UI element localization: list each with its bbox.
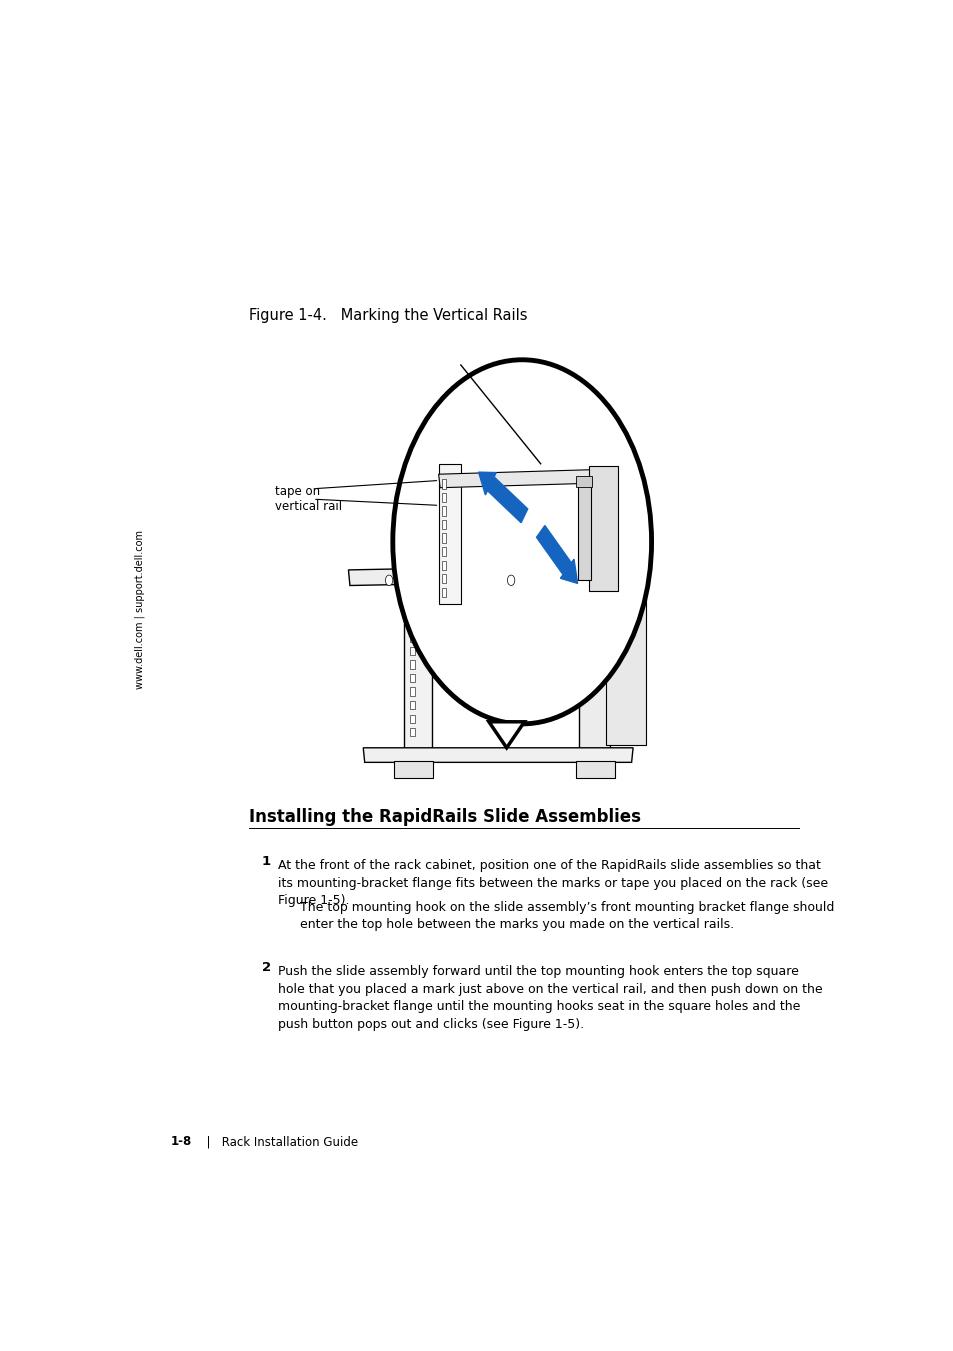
Bar <box>576 762 614 778</box>
Bar <box>441 561 446 570</box>
Circle shape <box>593 644 598 653</box>
Circle shape <box>593 621 598 630</box>
Bar <box>441 507 446 516</box>
Bar <box>394 762 433 778</box>
Circle shape <box>613 594 623 608</box>
Bar <box>410 674 415 682</box>
Bar <box>410 634 415 642</box>
FancyArrow shape <box>478 471 527 523</box>
Text: At the front of the rack cabinet, position one of the RapidRails slide assemblie: At the front of the rack cabinet, positi… <box>278 859 827 907</box>
Circle shape <box>613 635 623 650</box>
Text: Push the slide assembly forward until the top mounting hook enters the top squar: Push the slide assembly forward until th… <box>278 965 822 1031</box>
Bar <box>438 463 460 604</box>
Bar <box>577 481 590 581</box>
Bar <box>605 594 646 744</box>
Text: 1-8: 1-8 <box>171 1135 193 1148</box>
Bar <box>576 477 592 486</box>
Text: The top mounting hook on the slide assembly’s front mounting bracket flange shou: The top mounting hook on the slide assem… <box>300 901 834 931</box>
Bar <box>441 547 446 557</box>
Bar <box>578 589 610 750</box>
Polygon shape <box>438 469 616 488</box>
FancyArrow shape <box>536 526 577 584</box>
Bar <box>403 589 432 750</box>
Text: |   Rack Installation Guide: | Rack Installation Guide <box>199 1135 357 1148</box>
Bar <box>410 661 415 669</box>
Circle shape <box>507 576 515 585</box>
Bar <box>441 588 446 597</box>
Bar <box>441 493 446 503</box>
Text: www.dell.com | support.dell.com: www.dell.com | support.dell.com <box>134 530 145 689</box>
Polygon shape <box>488 721 524 748</box>
Text: 2: 2 <box>262 961 271 974</box>
Polygon shape <box>363 748 633 762</box>
Circle shape <box>385 576 393 585</box>
Bar <box>410 715 415 723</box>
Text: Installing the RapidRails Slide Assemblies: Installing the RapidRails Slide Assembli… <box>249 808 640 825</box>
Bar <box>588 466 618 590</box>
Bar <box>410 647 415 655</box>
Bar <box>441 534 446 543</box>
Polygon shape <box>348 565 614 585</box>
Bar <box>441 520 446 530</box>
Bar <box>410 688 415 696</box>
Bar <box>441 574 446 584</box>
Circle shape <box>613 615 623 630</box>
Text: 1: 1 <box>262 855 271 867</box>
Bar <box>441 480 446 489</box>
Bar <box>410 620 415 628</box>
Bar <box>410 701 415 709</box>
Circle shape <box>393 359 651 724</box>
Text: tape on
vertical rail: tape on vertical rail <box>274 485 341 512</box>
Text: Figure 1-4.   Marking the Vertical Rails: Figure 1-4. Marking the Vertical Rails <box>249 308 527 323</box>
Bar <box>410 728 415 736</box>
